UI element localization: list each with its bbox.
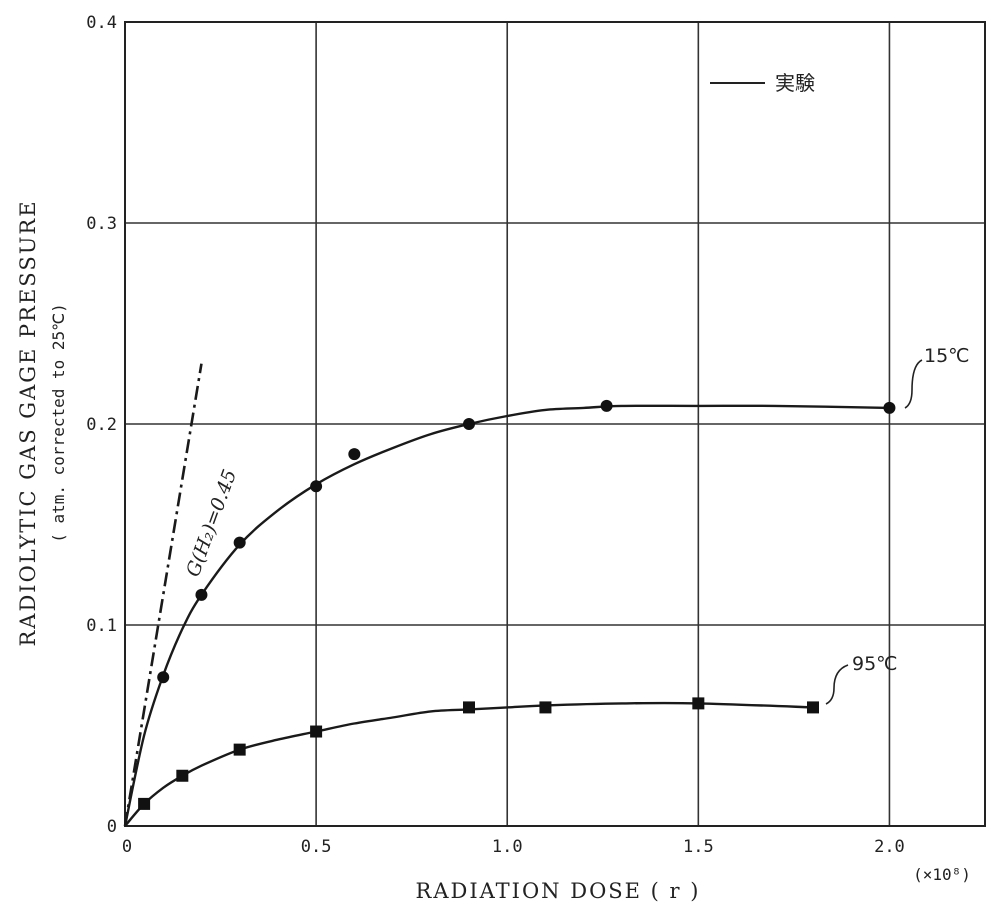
series-label-95c-brace xyxy=(825,664,849,705)
point-15c xyxy=(195,588,208,601)
y-tick-label: 0.4 xyxy=(86,13,117,33)
point-95c xyxy=(463,701,475,714)
point-95c xyxy=(310,725,323,738)
point-95c xyxy=(692,697,705,710)
curve-95c xyxy=(124,701,814,827)
series-label-15c-text: 15℃ xyxy=(924,345,970,367)
point-95c xyxy=(176,769,189,782)
y-tick-labels: 0 0.1 0.2 0.3 0.4 xyxy=(86,13,117,837)
x-tick-label: 0.5 xyxy=(301,837,332,857)
legend: 実験 xyxy=(710,71,815,95)
series-label-95c-text: 95℃ xyxy=(852,653,898,675)
point-95c xyxy=(138,797,151,810)
point-95c xyxy=(539,701,552,714)
plot-frame xyxy=(124,21,986,827)
point-15c xyxy=(600,399,613,412)
point-15c xyxy=(348,448,361,461)
point-15c xyxy=(310,480,323,493)
series-label-15c-brace xyxy=(904,359,923,409)
series-label-15c: 15℃ xyxy=(904,345,970,409)
y-axis-sublabel: ( atm. corrected to 25℃) xyxy=(49,303,68,543)
g-h2-line xyxy=(123,363,203,827)
g-h2-annotation: G(H₂)=0.45 xyxy=(182,467,241,580)
point-95c xyxy=(233,743,246,756)
x-tick-label: 0 xyxy=(122,837,132,857)
y-tick-label: 0.2 xyxy=(86,415,117,435)
y-tick-label: 0.1 xyxy=(86,616,117,636)
legend-label: 実験 xyxy=(775,71,815,95)
point-95c xyxy=(807,701,819,714)
series-label-95c: 95℃ xyxy=(825,653,898,705)
grid-lines xyxy=(125,21,985,826)
x-tick-label: 1.0 xyxy=(492,837,523,857)
x-axis-label: RADIATION DOSE ( r ) xyxy=(416,879,701,903)
point-15c xyxy=(157,671,170,684)
x-tick-label: 1.5 xyxy=(683,837,714,857)
point-15c xyxy=(233,536,246,549)
x-tick-labels: 0 0.5 1.0 1.5 2.0 xyxy=(122,837,905,857)
x-tick-label: 2.0 xyxy=(874,837,905,857)
point-15c xyxy=(463,418,475,430)
point-15c xyxy=(883,401,896,414)
data-points xyxy=(138,399,896,810)
y-axis-label: RADIOLYTIC GAS GAGE PRESSURE xyxy=(16,199,40,646)
y-tick-label: 0.3 xyxy=(86,214,117,234)
curve-15c xyxy=(123,404,890,827)
y-tick-label: 0 xyxy=(107,817,117,837)
x-axis-multiplier: (×10⁸) xyxy=(913,865,971,884)
